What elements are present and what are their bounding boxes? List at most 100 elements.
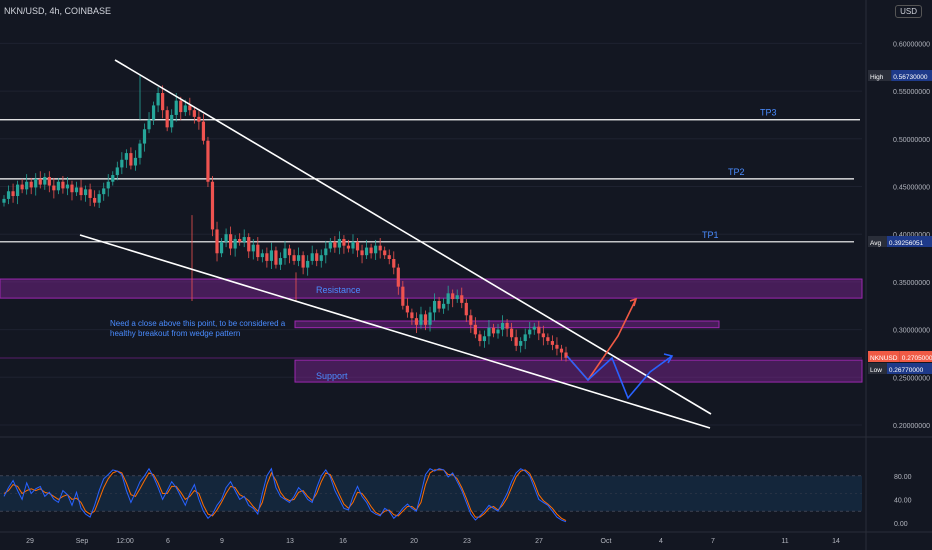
candle (192, 110, 196, 117)
resistance-label: Resistance (316, 285, 361, 295)
x-tick-label: 11 (781, 538, 788, 545)
candle (442, 303, 446, 309)
candle (378, 245, 382, 251)
candle (111, 175, 115, 182)
x-tick-label: 29 (26, 538, 34, 545)
candle (364, 247, 369, 256)
red-arrowhead (629, 297, 638, 307)
candle (541, 333, 545, 338)
candle (464, 302, 468, 316)
candle (43, 176, 47, 185)
candles (2, 74, 568, 362)
candle (142, 129, 147, 144)
candle (70, 184, 74, 193)
candle (251, 244, 255, 252)
candle (133, 157, 138, 166)
candle (423, 314, 428, 325)
annotation-line: Need a close above this point, to be con… (110, 319, 286, 328)
candle (129, 153, 133, 166)
tp3-label: TP3 (760, 108, 777, 118)
candle (242, 237, 246, 242)
candle (11, 191, 15, 197)
candle (500, 322, 505, 330)
x-tick-label: 27 (535, 538, 543, 545)
stoch-k-line (3, 467, 567, 523)
candle (120, 159, 124, 168)
candle (247, 237, 251, 252)
y-tick-label: 0.40000000 (893, 232, 930, 239)
currency-button[interactable]: USD (895, 5, 922, 18)
candle (161, 93, 165, 111)
price-tag-name: Avg (870, 240, 881, 247)
candle (88, 189, 92, 198)
candle (532, 326, 536, 330)
blue-arrowhead (663, 353, 674, 364)
annotation-line: healthy breakout from wedge pattern (110, 329, 240, 338)
candle (505, 322, 509, 329)
candle (79, 187, 83, 196)
candle (437, 300, 441, 309)
y-tick-label: 0.45000000 (893, 185, 930, 192)
candle (52, 185, 56, 191)
candle (219, 241, 224, 254)
price-tag-value-bg (891, 70, 932, 81)
candle (310, 253, 314, 261)
candle (138, 143, 142, 158)
candle (2, 198, 6, 203)
candle (25, 181, 29, 190)
candle (269, 250, 274, 261)
candle (174, 100, 178, 115)
candle (559, 348, 564, 353)
price-axis[interactable]: 0.60000000 0.55000000 0.50000000 0.45000000… (865, 0, 932, 550)
candle (328, 241, 332, 249)
stoch-rsi-pane (0, 436, 932, 523)
price-tag-name-bg (868, 363, 887, 374)
x-tick-label: 20 (410, 538, 418, 545)
candle (179, 100, 183, 113)
price-tag-name: NKNUSD (870, 355, 898, 362)
candle (550, 341, 555, 345)
x-tick-label: 23 (463, 538, 471, 545)
candle (419, 314, 423, 325)
price-tag-value: 0.39256051 (889, 240, 924, 247)
price-tag-name: High (870, 74, 884, 81)
candle (432, 300, 437, 313)
y-tick-label: 0.60000000 (893, 41, 930, 48)
candle (20, 184, 24, 190)
candle (351, 241, 355, 249)
candle (523, 334, 527, 342)
stoch-tick-label: 40.00 (894, 497, 912, 504)
candle (215, 229, 219, 254)
candle (387, 255, 391, 260)
candle (106, 181, 110, 189)
candle (428, 312, 432, 325)
candle (61, 181, 65, 189)
candle (478, 334, 482, 342)
candle (147, 119, 151, 130)
candle (383, 250, 387, 256)
candle (38, 178, 42, 185)
candle (473, 324, 477, 335)
candle (83, 189, 88, 196)
symbol-title[interactable]: NKN/USD, 4h, COINBASE (4, 6, 112, 16)
candle (455, 295, 459, 300)
candle (201, 121, 206, 141)
x-tick-label: 4 (659, 538, 663, 545)
x-tick-label: 12:00 (116, 538, 134, 545)
candle (491, 327, 496, 334)
x-tick-label: 13 (286, 538, 294, 545)
candle (256, 244, 260, 258)
candle (74, 187, 79, 193)
candle (56, 181, 60, 191)
candle (115, 167, 119, 176)
candle (34, 178, 38, 188)
candle (306, 260, 310, 268)
candle (555, 344, 559, 349)
candle (183, 105, 187, 113)
x-tick-label: 7 (711, 538, 715, 545)
time-axis[interactable]: 29 Sep 12:00 6 9 13 16 20 23 27 Oct 4 7 11 14 (0, 531, 932, 545)
support-zone (294, 359, 863, 383)
candle (265, 253, 269, 261)
candle (401, 286, 405, 306)
